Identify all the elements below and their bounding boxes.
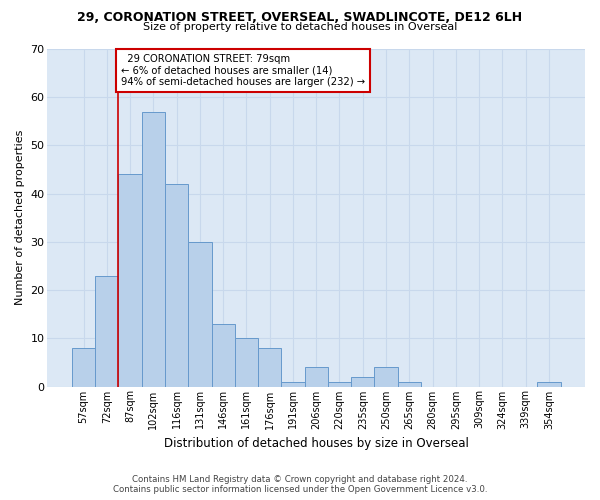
- Bar: [235, 338, 258, 386]
- Bar: [142, 112, 165, 386]
- Bar: [72, 348, 95, 387]
- X-axis label: Distribution of detached houses by size in Overseal: Distribution of detached houses by size …: [164, 437, 469, 450]
- Bar: [374, 367, 398, 386]
- Text: 29, CORONATION STREET, OVERSEAL, SWADLINCOTE, DE12 6LH: 29, CORONATION STREET, OVERSEAL, SWADLIN…: [77, 11, 523, 24]
- Bar: [165, 184, 188, 386]
- Text: 29 CORONATION STREET: 79sqm
← 6% of detached houses are smaller (14)
94% of semi: 29 CORONATION STREET: 79sqm ← 6% of deta…: [121, 54, 365, 87]
- Bar: [212, 324, 235, 386]
- Bar: [305, 367, 328, 386]
- Bar: [328, 382, 351, 386]
- Bar: [188, 242, 212, 386]
- Text: Size of property relative to detached houses in Overseal: Size of property relative to detached ho…: [143, 22, 457, 32]
- Text: Contains HM Land Registry data © Crown copyright and database right 2024.
Contai: Contains HM Land Registry data © Crown c…: [113, 474, 487, 494]
- Bar: [118, 174, 142, 386]
- Bar: [258, 348, 281, 387]
- Bar: [281, 382, 305, 386]
- Bar: [537, 382, 560, 386]
- Bar: [398, 382, 421, 386]
- Bar: [95, 276, 118, 386]
- Y-axis label: Number of detached properties: Number of detached properties: [15, 130, 25, 306]
- Bar: [351, 377, 374, 386]
